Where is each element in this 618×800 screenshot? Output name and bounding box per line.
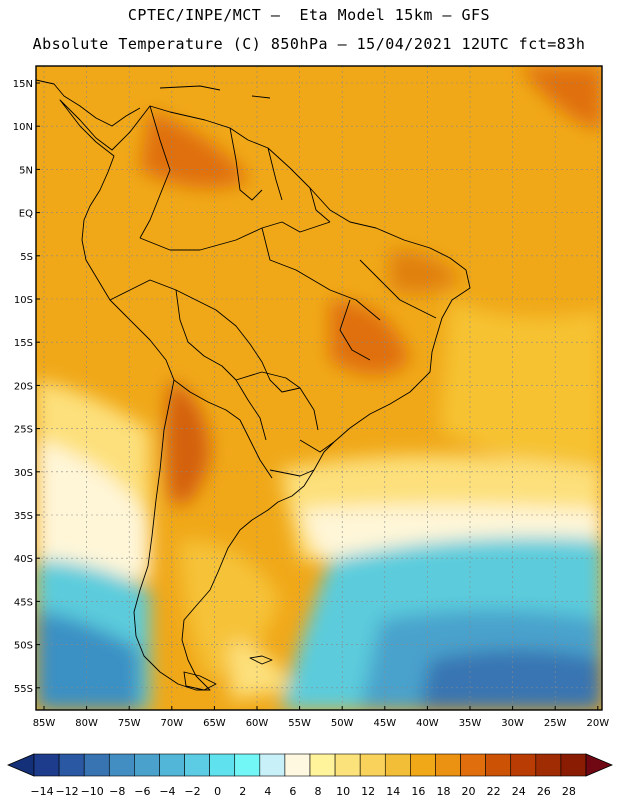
lon-label: 80W — [75, 718, 98, 729]
colorbar-swatch — [309, 753, 336, 777]
lat-label: 10N — [13, 122, 33, 133]
lon-label: 20W — [586, 718, 609, 729]
colorbar-swatch — [410, 753, 436, 777]
colorbar-label: −4 — [159, 785, 175, 798]
lon-label: 65W — [203, 718, 226, 729]
lat-label: 25S — [14, 425, 33, 436]
lat-label: 15S — [14, 338, 33, 349]
lon-label: 60W — [246, 718, 269, 729]
colorbar-swatch — [284, 753, 311, 777]
lon-label: 40W — [416, 718, 439, 729]
lat-label: 20S — [14, 381, 33, 392]
colorbar-label: 4 — [264, 785, 271, 798]
colorbar-label: 14 — [386, 785, 400, 798]
colorbar-label: −10 — [81, 785, 104, 798]
colorbar-label: −14 — [30, 785, 53, 798]
map-frame — [35, 65, 603, 711]
colorbar-label: 16 — [411, 785, 425, 798]
colorbar-swatch — [460, 753, 486, 777]
colorbar-swatch — [535, 753, 562, 777]
lon-label: 55W — [288, 718, 311, 729]
lat-label: 5N — [19, 165, 33, 176]
colorbar-arrow-right — [585, 753, 614, 777]
colorbar-swatch — [134, 753, 160, 777]
colorbar-label: −2 — [184, 785, 200, 798]
colorbar-label: 2 — [239, 785, 246, 798]
colorbar-swatch — [510, 753, 537, 777]
colorbar-label: 22 — [487, 785, 501, 798]
colorbar-label: 12 — [361, 785, 375, 798]
colorbar-label: 0 — [214, 785, 221, 798]
longitude-labels: 85W 80W 75W 70W 65W 60W 55W 50W 45W 40W 35W 30W 25W 2… — [33, 706, 609, 729]
colorbar-arrow-left — [6, 753, 35, 777]
colorbar-swatch — [259, 753, 286, 777]
colorbar-label: 10 — [336, 785, 350, 798]
colorbar-swatch — [184, 753, 210, 777]
lon-label: 70W — [160, 718, 183, 729]
colorbar-swatch — [485, 753, 512, 777]
colorbar-swatch — [435, 753, 461, 777]
lat-label: 35S — [14, 511, 33, 522]
colorbar-swatch — [384, 753, 411, 777]
colorbar-swatch — [33, 753, 60, 777]
lon-label: 45W — [373, 718, 396, 729]
colorbar-label: 18 — [436, 785, 450, 798]
lat-label: 10S — [14, 295, 33, 306]
lat-label: 45S — [14, 597, 33, 608]
lon-label: 50W — [331, 718, 354, 729]
colorbar-label: 20 — [462, 785, 476, 798]
colorbar-swatch — [234, 753, 261, 777]
map-title-line-2: Absolute Temperature (C) 850hPa – 15/04/… — [32, 35, 586, 53]
colorbar-label: 8 — [315, 785, 322, 798]
colorbar-swatch — [83, 753, 110, 777]
lat-label: 55S — [14, 684, 33, 695]
colorbar-label: −6 — [134, 785, 150, 798]
lon-label: 30W — [501, 718, 524, 729]
lat-label: 5S — [20, 252, 33, 263]
lon-label: 25W — [544, 718, 567, 729]
colorbar-swatch — [58, 753, 85, 777]
colorbar-swatch — [209, 753, 236, 777]
colorbar-swatch — [359, 753, 386, 777]
lat-label: 50S — [14, 641, 33, 652]
lat-label: 15N — [13, 79, 33, 90]
colorbar: −14 −12 −10 −8 −6 −4 −2 0 2 4 6 8 10 12 14 16 18 20 22 24 26… — [6, 753, 614, 798]
coastlines-and-borders — [36, 79, 471, 691]
colorbar-swatch — [560, 753, 587, 777]
lon-label: 85W — [33, 718, 56, 729]
lon-label: 35W — [459, 718, 482, 729]
lat-label: EQ — [19, 209, 33, 220]
lat-label: 30S — [14, 468, 33, 479]
colorbar-label: 24 — [512, 785, 526, 798]
map-title-line-1: CPTEC/INPE/MCT – Eta Model 15km – GFS — [127, 6, 491, 24]
colorbar-swatch — [159, 753, 185, 777]
lon-label: 75W — [118, 718, 141, 729]
colorbar-label: 26 — [537, 785, 551, 798]
colorbar-label: −12 — [55, 785, 78, 798]
lat-label: 40S — [14, 554, 33, 565]
latitude-labels: 15N 10N 5N EQ 5S 10S 15S 20S 25S 30S 35S 40S 45S 50S 5… — [13, 79, 40, 695]
colorbar-swatch — [334, 753, 361, 777]
lat-lon-grid — [36, 66, 602, 710]
colorbar-label: −8 — [109, 785, 125, 798]
colorbar-label: 28 — [562, 785, 576, 798]
temperature-field — [36, 66, 602, 710]
colorbar-label: 6 — [289, 785, 296, 798]
colorbar-swatch — [108, 753, 135, 777]
